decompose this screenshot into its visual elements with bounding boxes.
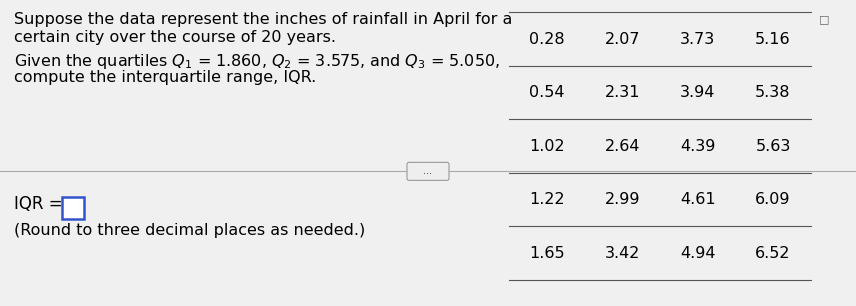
Text: 2.07: 2.07	[604, 32, 640, 47]
Text: IQR =: IQR =	[14, 195, 68, 213]
Text: 4.39: 4.39	[680, 139, 716, 154]
Text: 2.31: 2.31	[604, 85, 640, 100]
Text: 5.16: 5.16	[755, 32, 791, 47]
Text: 1.02: 1.02	[529, 139, 565, 154]
Text: 3.94: 3.94	[680, 85, 716, 100]
Text: 3.42: 3.42	[604, 246, 640, 261]
Text: 0.54: 0.54	[529, 85, 565, 100]
Text: 4.94: 4.94	[680, 246, 716, 261]
FancyBboxPatch shape	[407, 162, 449, 180]
Text: 0.28: 0.28	[529, 32, 565, 47]
Text: 3.73: 3.73	[680, 32, 716, 47]
FancyBboxPatch shape	[62, 197, 84, 219]
Text: 6.52: 6.52	[755, 246, 791, 261]
Text: compute the interquartile range, IQR.: compute the interquartile range, IQR.	[14, 70, 316, 85]
Text: (Round to three decimal places as needed.): (Round to three decimal places as needed…	[14, 223, 366, 238]
Text: 1.22: 1.22	[529, 192, 565, 207]
Text: 5.38: 5.38	[755, 85, 791, 100]
Text: 5.63: 5.63	[755, 139, 791, 154]
Text: ...: ...	[424, 166, 432, 176]
Text: 6.09: 6.09	[755, 192, 791, 207]
Text: Given the quartiles $Q_1$ = 1.860, $Q_2$ = 3.575, and $Q_3$ = 5.050,: Given the quartiles $Q_1$ = 1.860, $Q_2$…	[14, 52, 500, 71]
Text: Suppose the data represent the inches of rainfall in April for a: Suppose the data represent the inches of…	[14, 12, 513, 27]
Text: certain city over the course of 20 years.: certain city over the course of 20 years…	[14, 30, 336, 45]
Text: 2.64: 2.64	[604, 139, 640, 154]
Text: 1.65: 1.65	[529, 246, 565, 261]
Text: 2.99: 2.99	[604, 192, 640, 207]
Text: □: □	[818, 14, 829, 24]
Text: 4.61: 4.61	[680, 192, 716, 207]
